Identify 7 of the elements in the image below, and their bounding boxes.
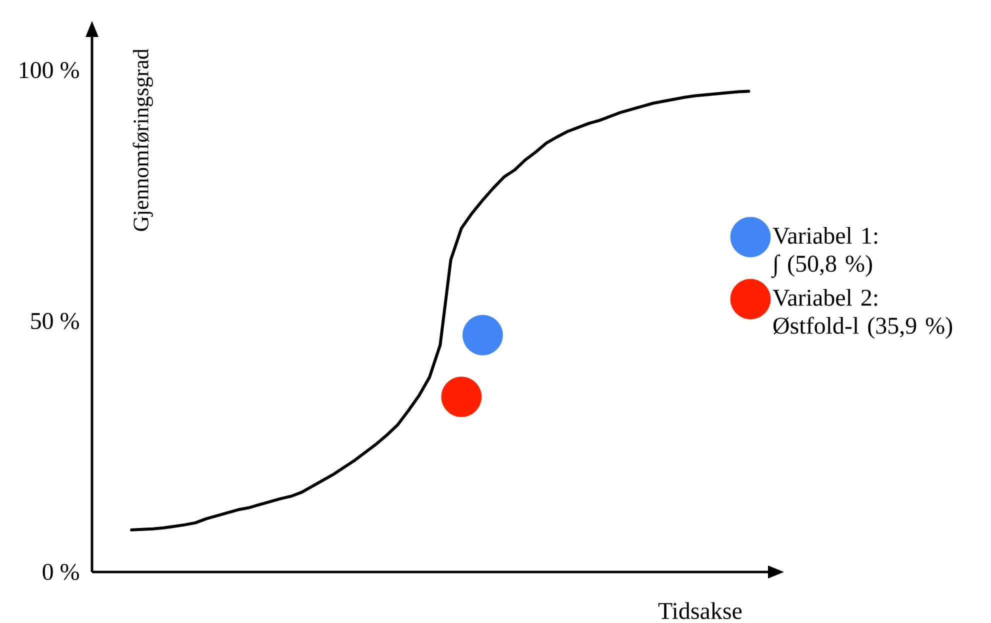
- y-axis-title: Gjennomføringsgrad: [132, 48, 153, 231]
- y-tick-label: 50 %: [31, 312, 79, 330]
- legend-label: Variabel 1: ∫ (50,8 %): [771, 226, 878, 278]
- x-axis-title: Tidsakse: [658, 602, 742, 620]
- y-tick-label: 100 %: [20, 62, 79, 78]
- legend-label: Variabel 2: Østfold-l (35,9 %): [772, 288, 952, 339]
- y-tick-label: 0 %: [42, 564, 79, 580]
